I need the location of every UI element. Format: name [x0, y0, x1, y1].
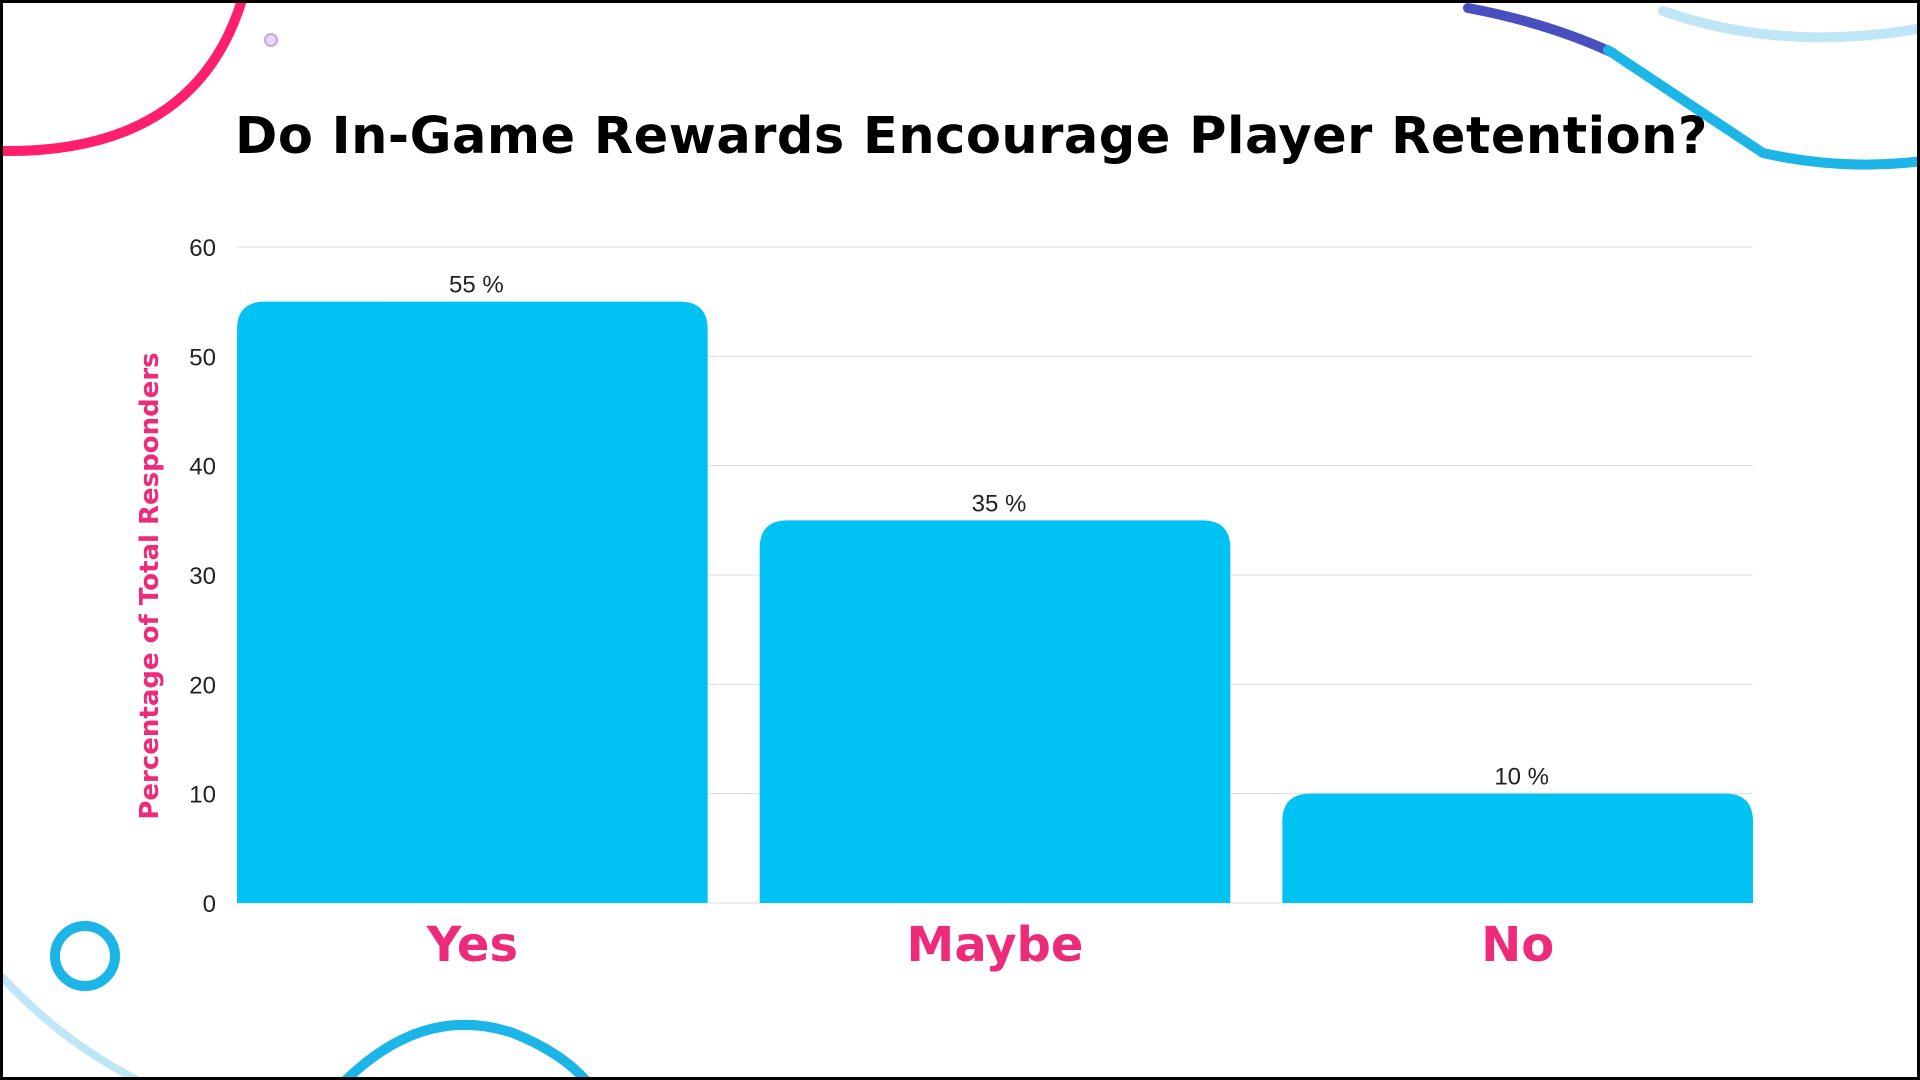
data-labels: 55 % 35 % 10 %: [449, 272, 1549, 791]
blue-wave-decoration: [1603, 45, 1917, 170]
blue-bottom-arc-decoration: [342, 1019, 590, 1077]
x-axis-categories: Yes Maybe No: [426, 917, 1555, 973]
blue-ring-decoration: [50, 921, 120, 991]
y-tick-label: 60: [189, 235, 216, 262]
light-blue-wave-decoration: [1658, 6, 1917, 43]
bars: [237, 301, 1753, 904]
y-tick-label: 30: [189, 563, 216, 590]
x-category-label: Maybe: [907, 917, 1084, 973]
purple-wave-decoration: [1463, 3, 1618, 58]
bar-chart: 0 10 20 30 40 50 60 55 % 35 % 10 % Yes Maybe No Pe…: [135, 235, 1753, 973]
small-dot-decoration: [264, 33, 278, 47]
x-category-label: Yes: [426, 917, 518, 973]
y-tick-label: 20: [189, 672, 216, 699]
y-axis-ticks: 0 10 20 30 40 50 60: [189, 235, 216, 918]
y-tick-label: 40: [189, 454, 216, 481]
decorative-background: [3, 3, 1917, 1077]
pink-arc-decoration: [3, 3, 246, 157]
data-label: 10 %: [1494, 764, 1549, 791]
bar-maybe: [759, 520, 1231, 903]
light-blue-corner-wave-decoration: [3, 974, 141, 1077]
y-tick-label: 10: [189, 782, 216, 809]
data-label: 55 %: [449, 272, 504, 299]
y-axis-label: Percentage of Total Responders: [135, 352, 165, 819]
y-tick-label: 0: [203, 891, 216, 918]
bar-no: [1282, 793, 1753, 903]
bar-yes: [237, 301, 708, 904]
data-label: 35 %: [972, 490, 1027, 517]
y-tick-label: 50: [189, 344, 216, 371]
chart-title: Do In-Game Rewards Encourage Player Rete…: [235, 107, 1709, 166]
x-category-label: No: [1481, 917, 1554, 973]
